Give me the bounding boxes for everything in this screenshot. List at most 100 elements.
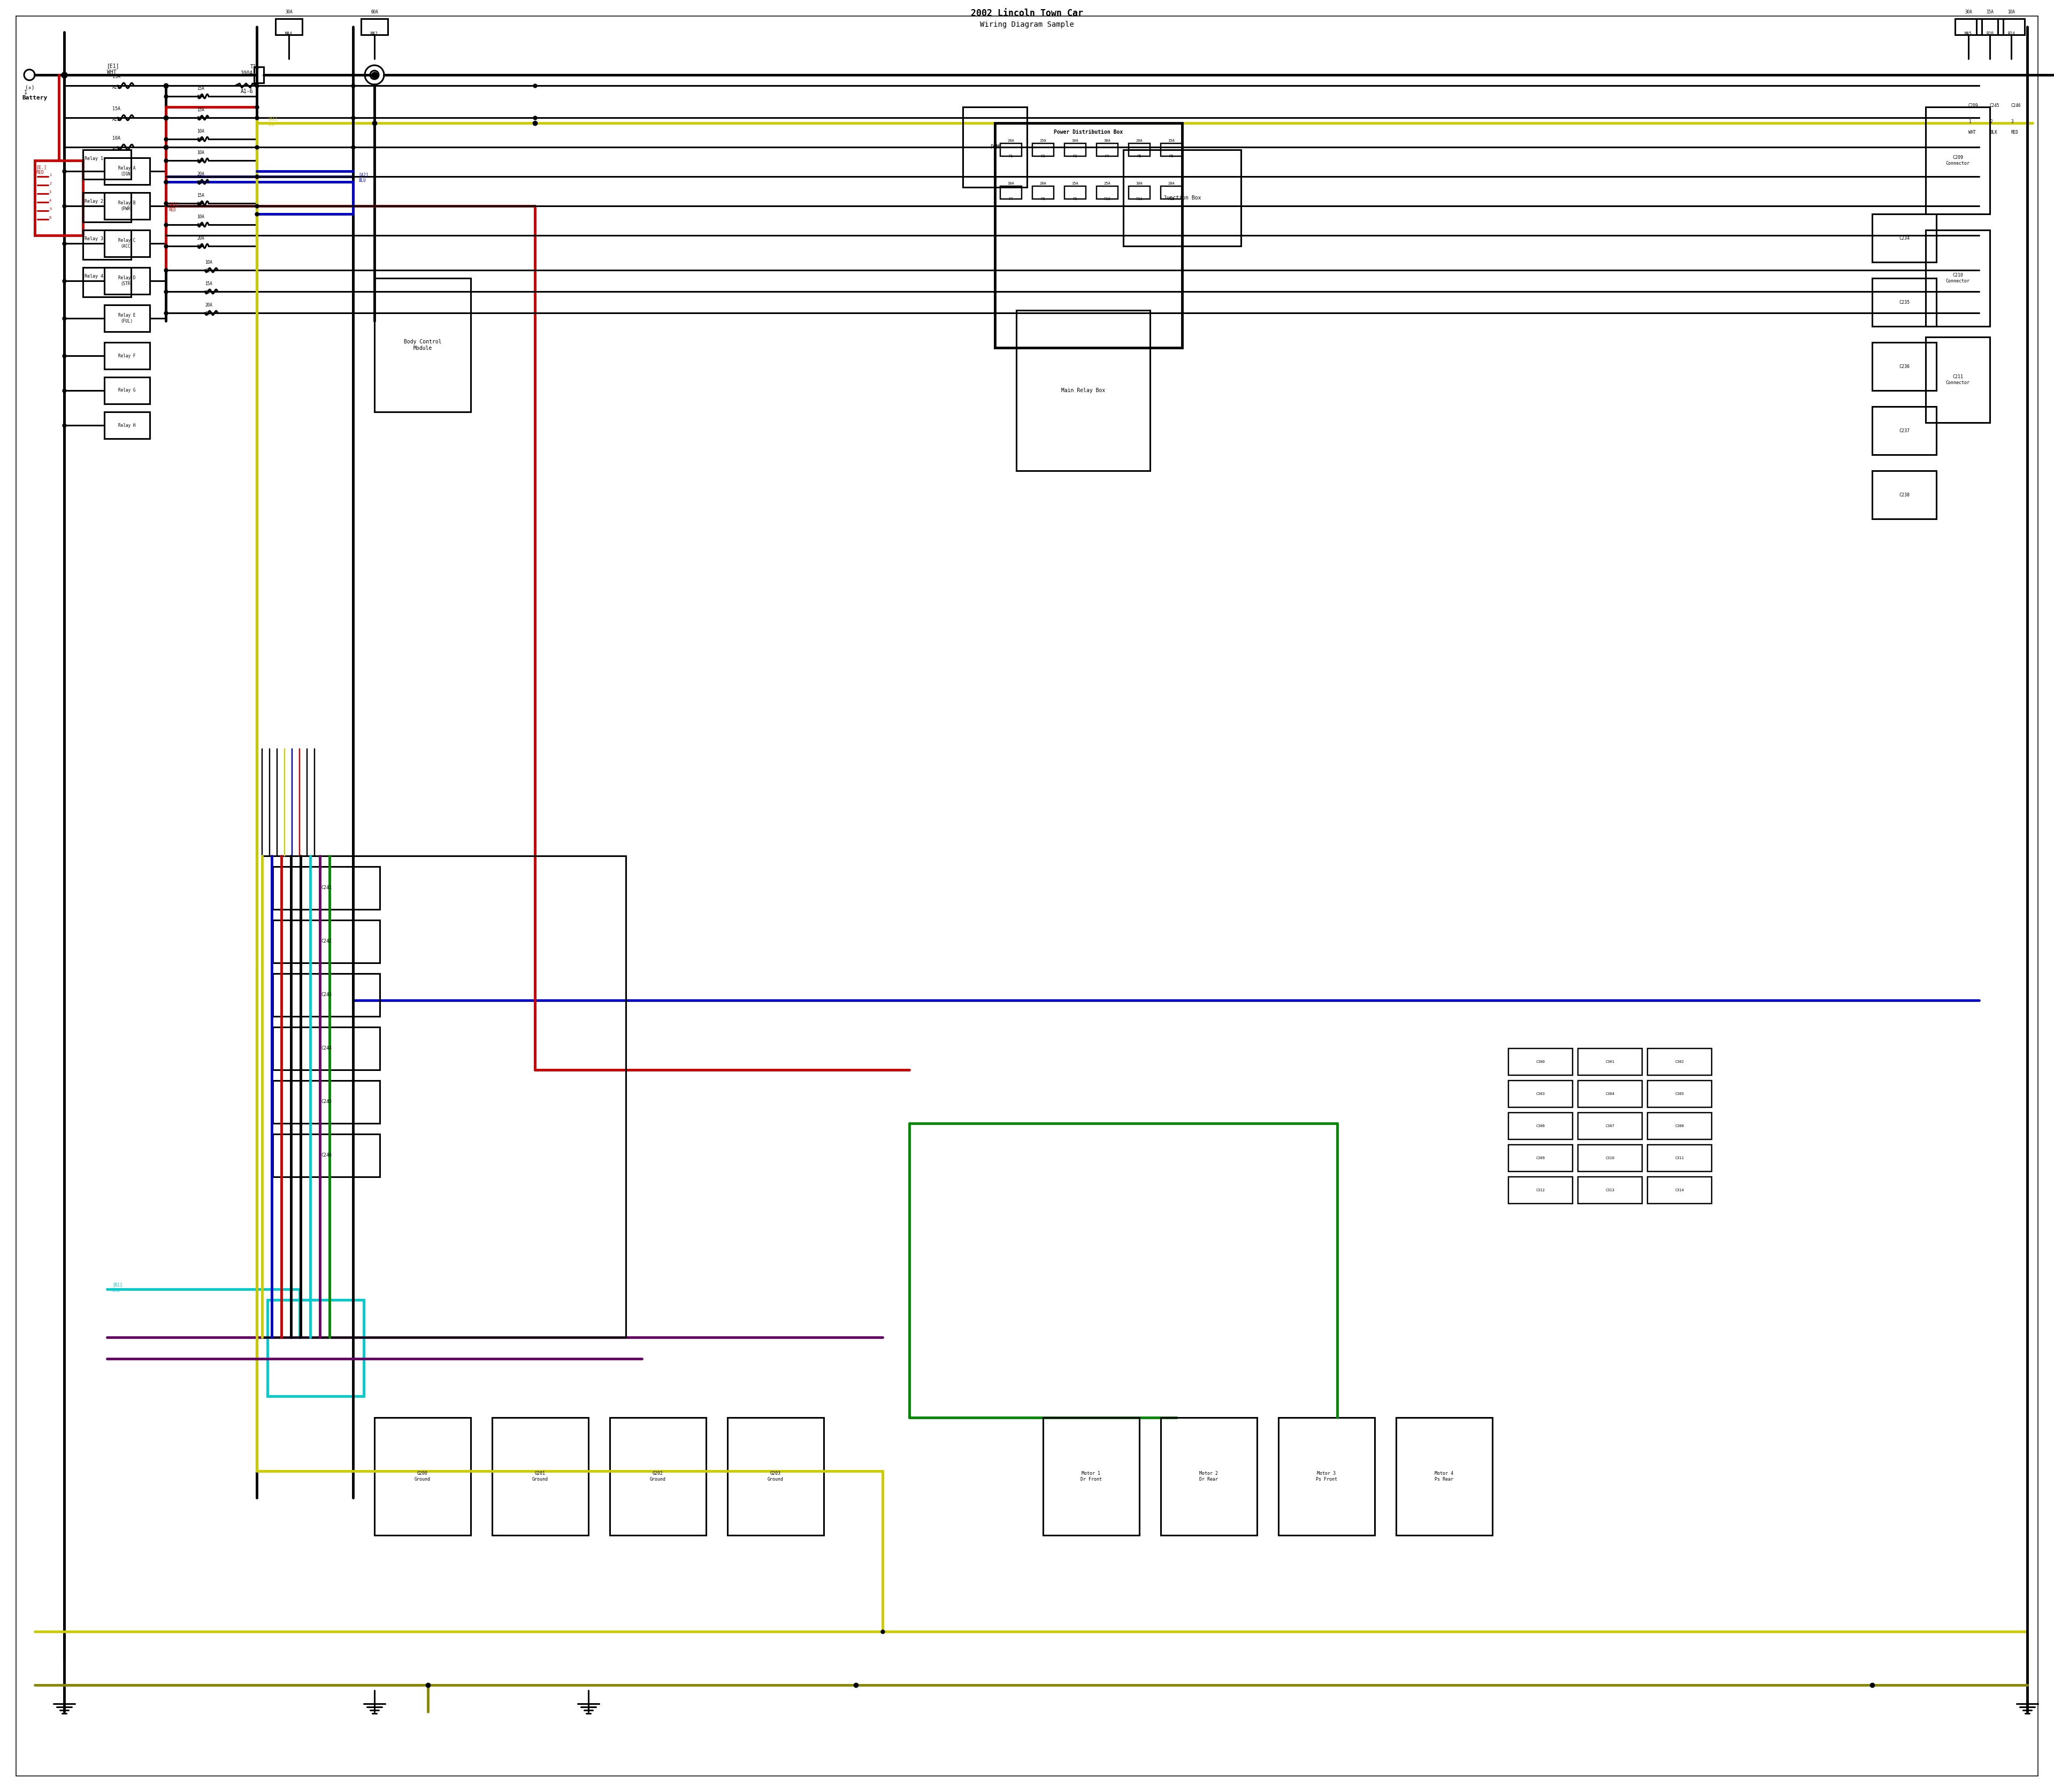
Bar (1508, 1177, 1573, 1204)
Text: T1: T1 (251, 65, 257, 70)
Text: B2: B2 (197, 116, 201, 120)
Text: C300: C300 (1536, 1061, 1545, 1063)
Text: MA2: MA2 (370, 32, 378, 36)
Bar (1871, 342, 1937, 391)
Text: Relay E
(FUL): Relay E (FUL) (119, 314, 136, 324)
Text: C306: C306 (1536, 1124, 1545, 1127)
Bar (1161, 143, 1183, 156)
Text: Relay F: Relay F (119, 353, 136, 358)
Text: B6: B6 (197, 202, 201, 206)
Text: 1: 1 (257, 65, 259, 70)
Bar (255, 66, 263, 82)
Text: A22: A22 (113, 116, 121, 122)
Bar (493, 1417, 587, 1536)
Bar (82, 267, 131, 297)
Text: 15A: 15A (197, 108, 203, 113)
Text: B24: B24 (2007, 32, 2015, 36)
Bar (1871, 213, 1937, 262)
Text: C243: C243 (320, 993, 331, 998)
Text: C307: C307 (1606, 1124, 1614, 1127)
Bar (1033, 143, 1054, 156)
Text: (+): (+) (25, 84, 35, 90)
Text: 6: 6 (49, 217, 51, 219)
Bar (1647, 1177, 1711, 1204)
Bar (1161, 1417, 1257, 1536)
Text: Motor 4
Ps Rear: Motor 4 Ps Rear (1436, 1471, 1454, 1482)
Bar (105, 376, 150, 403)
Text: MA5: MA5 (1966, 32, 1972, 36)
Text: F2: F2 (1041, 154, 1045, 158)
Text: Relay G: Relay G (119, 389, 136, 392)
Text: WHT: WHT (1968, 131, 1976, 134)
Text: 2002 Lincoln Town Car: 2002 Lincoln Town Car (972, 9, 1082, 18)
Text: A29: A29 (113, 147, 121, 151)
Text: B3: B3 (197, 138, 201, 142)
Text: B7: B7 (197, 222, 201, 228)
Bar (1927, 229, 1990, 326)
Text: A21: A21 (113, 84, 121, 90)
Bar (1647, 1113, 1711, 1140)
Text: 60A: 60A (370, 9, 378, 14)
Text: B20: B20 (1986, 32, 1994, 36)
Text: 100A: 100A (240, 70, 253, 75)
Bar (273, 1027, 380, 1070)
Text: C246: C246 (320, 1152, 331, 1158)
Text: 20A: 20A (1169, 181, 1175, 185)
Text: C310: C310 (1606, 1156, 1614, 1159)
Text: C2: C2 (205, 290, 210, 294)
Bar (1064, 143, 1087, 156)
Text: 1: 1 (25, 90, 27, 95)
Text: C238: C238 (1898, 493, 1910, 496)
Bar (1508, 1145, 1573, 1172)
Text: 20A: 20A (1136, 140, 1142, 142)
Text: 20A: 20A (205, 303, 212, 308)
Text: C236: C236 (1898, 364, 1910, 369)
Text: G203
Ground: G203 Ground (768, 1471, 785, 1482)
Text: C302: C302 (1674, 1061, 1684, 1063)
Bar (82, 229, 131, 260)
Text: 10A: 10A (1009, 181, 1015, 185)
Bar (105, 158, 150, 185)
Text: G200
Ground: G200 Ground (415, 1471, 431, 1482)
Bar (1397, 1417, 1493, 1536)
Bar (1508, 1048, 1573, 1075)
Bar (1647, 1081, 1711, 1107)
Text: Relay 3: Relay 3 (84, 237, 103, 242)
Text: Relay A
(IGN): Relay A (IGN) (119, 167, 136, 176)
Bar (1976, 18, 2003, 34)
Text: C311: C311 (1674, 1156, 1684, 1159)
Text: Motor 2
Dr Rear: Motor 2 Dr Rear (1200, 1471, 1218, 1482)
Bar (1508, 1113, 1573, 1140)
Bar (105, 412, 150, 439)
Text: C211
Connector: C211 Connector (1945, 375, 1970, 385)
Bar (1577, 1048, 1641, 1075)
Text: C314: C314 (1674, 1188, 1684, 1192)
Bar (105, 305, 150, 332)
Bar (1577, 1113, 1641, 1140)
Text: 15A: 15A (197, 194, 203, 197)
Bar (1000, 143, 1021, 156)
Bar (1577, 1177, 1641, 1204)
Text: Body Control
Module: Body Control Module (405, 339, 442, 351)
Text: G201
Ground: G201 Ground (532, 1471, 548, 1482)
Bar (1955, 18, 1982, 34)
Text: Relay 2: Relay 2 (84, 199, 103, 204)
Text: F5: F5 (1138, 154, 1142, 158)
Bar (1999, 18, 2025, 34)
Text: C235: C235 (1898, 299, 1910, 305)
Text: 15A: 15A (1986, 9, 1994, 14)
Text: 10A: 10A (2007, 9, 2015, 14)
Bar (1000, 186, 1021, 199)
Text: [E1]: [E1] (107, 63, 119, 68)
Bar (994, 124, 1183, 348)
Text: Relay C
(ACC): Relay C (ACC) (119, 238, 136, 249)
Bar (82, 192, 131, 222)
Text: Junction Box: Junction Box (1163, 195, 1202, 201)
Text: C301: C301 (1606, 1061, 1614, 1063)
Text: C309: C309 (1536, 1156, 1545, 1159)
Text: Relay B
(PWR): Relay B (PWR) (119, 201, 136, 211)
Text: 10A: 10A (113, 136, 121, 142)
Text: C304: C304 (1606, 1093, 1614, 1095)
Text: C209
Connector: C209 Connector (1945, 156, 1970, 165)
Bar (273, 1081, 380, 1124)
